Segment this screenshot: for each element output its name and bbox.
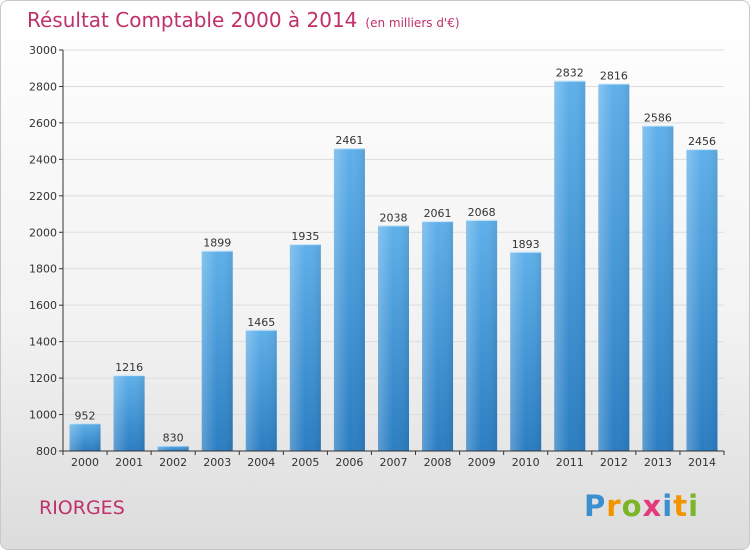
bar-shine [422,221,454,451]
data-label: 2586 [644,111,672,124]
data-label: 1935 [291,230,319,243]
x-tick-label: 2007 [380,456,408,469]
x-tick-label: 2009 [468,456,496,469]
y-tick-label: 1200 [29,372,57,385]
chart-title-text: Résultat Comptable 2000 à 2014 [27,8,358,32]
bar-shine [245,329,277,451]
y-tick-label: 1400 [29,336,57,349]
bar-shine [642,125,674,451]
x-tick-label: 2010 [512,456,540,469]
x-tick-label: 2008 [424,456,452,469]
bar-shine [466,219,498,451]
data-label: 1216 [115,361,143,374]
y-tick-label: 2400 [29,153,57,166]
x-tick-label: 2000 [71,456,99,469]
bar-shine [378,225,409,451]
bar-shine [289,244,321,451]
logo-letter: r [606,489,622,523]
x-tick-label: 2012 [600,456,628,469]
y-tick-label: 2000 [29,226,57,239]
data-label: 830 [163,432,184,445]
proxiti-logo: Proxiti [584,489,699,523]
data-label: 2816 [600,70,628,83]
logo-letter: o [621,489,643,523]
x-tick-label: 2002 [159,456,187,469]
x-tick-label: 2004 [247,456,275,469]
y-tick-label: 3000 [29,44,57,57]
bar-shine [69,423,101,451]
y-tick-label: 1600 [29,299,57,312]
logo-letter: x [642,489,663,523]
bar-shine [201,250,233,451]
data-label: 2461 [335,134,363,147]
x-tick-label: 2005 [291,456,319,469]
data-label: 2038 [380,211,408,224]
bar-shine [554,80,586,451]
logo-letter: P [584,489,607,523]
y-tick-label: 1000 [29,409,57,422]
x-tick-label: 2013 [644,456,672,469]
data-label: 952 [75,409,96,422]
logo-letter: i [688,489,700,523]
logo-letter: i [662,489,674,523]
bar-shine [598,83,630,452]
chart-unit: (en milliers d'€) [365,16,460,30]
bar-shine [686,149,718,451]
x-tick-label: 2014 [688,456,716,469]
data-label: 2832 [556,67,584,80]
data-label: 1899 [203,237,231,250]
logo-letter: t [673,489,689,523]
data-label: 1893 [512,238,540,251]
data-label: 2456 [688,135,716,148]
x-tick-label: 2006 [335,456,363,469]
chart-title: Résultat Comptable 2000 à 2014 (en millie… [27,8,460,32]
y-tick-label: 2600 [29,117,57,130]
y-tick-label: 2800 [29,80,57,93]
x-tick-label: 2001 [115,456,143,469]
data-label: 1465 [247,316,275,329]
bar-shine [157,445,189,451]
x-tick-label: 2011 [556,456,584,469]
data-label: 2061 [424,207,452,220]
y-tick-label: 2200 [29,190,57,203]
bar-shine [510,251,542,451]
commune-name: RIORGES [39,497,125,519]
bar-shine [113,375,145,451]
x-tick-label: 2003 [203,456,231,469]
bar-shine [333,148,365,451]
y-tick-label: 800 [36,445,57,458]
data-label: 2068 [468,206,496,219]
y-tick-label: 1800 [29,263,57,276]
